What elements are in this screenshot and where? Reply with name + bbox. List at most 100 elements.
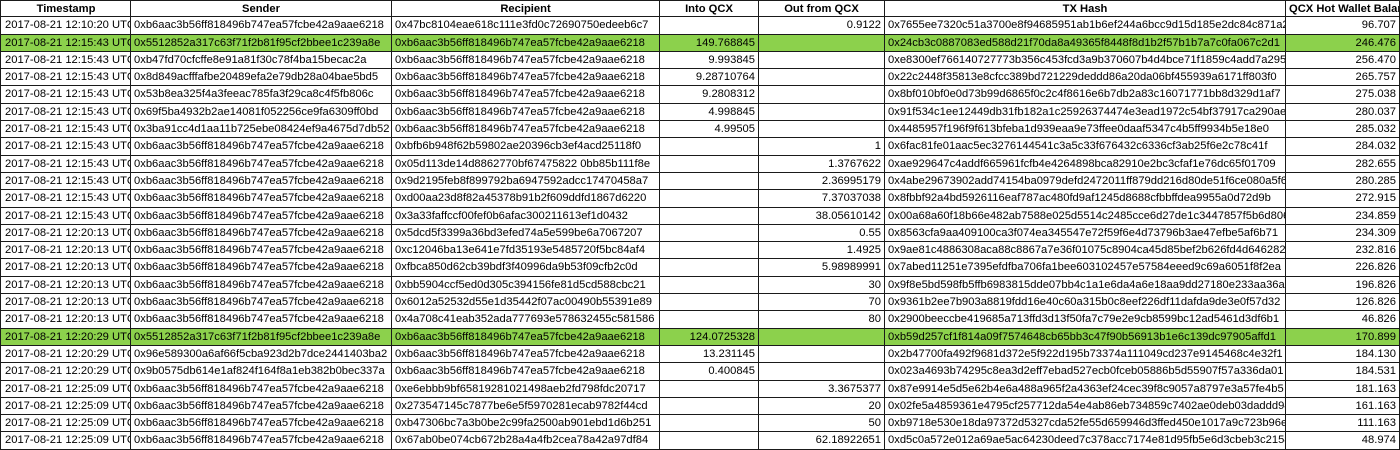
cell-sender[interactable]: 0xb6aac3b56ff818496b747ea57fcbe42a9aae62… xyxy=(131,155,392,173)
cell-timestamp[interactable]: 2017-08-21 12:20:13 UTC xyxy=(0,276,131,295)
cell-sender[interactable]: 0xb6aac3b56ff818496b747ea57fcbe42a9aae62… xyxy=(131,276,392,295)
cell-out-from-qcx[interactable]: 38.05610142 xyxy=(759,207,885,225)
cell-out-from-qcx[interactable]: 0.55 xyxy=(759,224,885,243)
cell-hot-wallet-balance[interactable]: 196.826 xyxy=(1286,276,1400,295)
cell-timestamp[interactable]: 2017-08-21 12:20:29 UTC xyxy=(0,345,131,364)
cell-tx-hash[interactable]: 0x87e9914e5d5e62b4e6a488a965f2a4363ef24c… xyxy=(885,380,1286,398)
cell-hot-wallet-balance[interactable]: 234.309 xyxy=(1286,224,1400,243)
cell-hot-wallet-balance[interactable]: 48.974 xyxy=(1286,432,1400,450)
cell-sender[interactable]: 0xb6aac3b56ff818496b747ea57fcbe42a9aae62… xyxy=(131,380,392,398)
cell-timestamp[interactable]: 2017-08-21 12:10:20 UTC xyxy=(0,17,131,35)
cell-recipient[interactable]: 0xb6aac3b56ff818496b747ea57fcbe42a9aae62… xyxy=(392,345,660,364)
cell-sender[interactable]: 0xb6aac3b56ff818496b747ea57fcbe42a9aae62… xyxy=(131,207,392,225)
cell-into-qcx[interactable] xyxy=(660,207,759,225)
cell-recipient[interactable]: 0x67ab0be074cb672b28a4a4fb2cea78a42a97df… xyxy=(392,432,660,450)
cell-hot-wallet-balance[interactable]: 111.163 xyxy=(1286,415,1400,433)
cell-recipient[interactable]: 0x47bc8104eae618c111e3fd0c72690750edeeb6… xyxy=(392,17,660,35)
cell-into-qcx[interactable] xyxy=(660,432,759,450)
header-sender[interactable]: Sender xyxy=(131,0,392,18)
cell-sender[interactable]: 0xb6aac3b56ff818496b747ea57fcbe42a9aae62… xyxy=(131,397,392,416)
cell-sender[interactable]: 0xb6aac3b56ff818496b747ea57fcbe42a9aae62… xyxy=(131,190,392,208)
cell-recipient[interactable]: 0xfbca850d62cb39bdf3f40996da9b53f09cfb2c… xyxy=(392,259,660,277)
cell-tx-hash[interactable]: 0xb9718e530e18da97372d5327cda52fe55d6599… xyxy=(885,415,1286,433)
cell-timestamp[interactable]: 2017-08-21 12:25:09 UTC xyxy=(0,397,131,416)
cell-tx-hash[interactable]: 0x2900beeccbe419685a713ffd3d13f50fa7c79e… xyxy=(885,311,1286,329)
cell-sender[interactable]: 0xb6aac3b56ff818496b747ea57fcbe42a9aae62… xyxy=(131,224,392,243)
cell-sender[interactable]: 0xb6aac3b56ff818496b747ea57fcbe42a9aae62… xyxy=(131,242,392,260)
cell-into-qcx[interactable]: 0.400845 xyxy=(660,363,759,381)
cell-hot-wallet-balance[interactable]: 256.470 xyxy=(1286,51,1400,70)
cell-out-from-qcx[interactable]: 30 xyxy=(759,276,885,295)
cell-timestamp[interactable]: 2017-08-21 12:25:09 UTC xyxy=(0,415,131,433)
cell-out-from-qcx[interactable]: 0.9122 xyxy=(759,17,885,35)
cell-tx-hash[interactable]: 0x8563cfa9aa409100ca3f074ea345547e72f59f… xyxy=(885,224,1286,243)
cell-timestamp[interactable]: 2017-08-21 12:20:29 UTC xyxy=(0,328,131,346)
cell-timestamp[interactable]: 2017-08-21 12:25:09 UTC xyxy=(0,380,131,398)
cell-recipient[interactable]: 0xb47306bc7a3b0be2c99fa2500ab901ebd1d6b2… xyxy=(392,415,660,433)
cell-into-qcx[interactable] xyxy=(660,397,759,416)
cell-hot-wallet-balance[interactable]: 280.037 xyxy=(1286,103,1400,122)
cell-recipient[interactable]: 0x273547145c7877be6e5f5970281ecab9782f44… xyxy=(392,397,660,416)
cell-tx-hash[interactable]: 0x7655ee7320c51a3700e8f94685951ab1b6ef24… xyxy=(885,17,1286,35)
cell-into-qcx[interactable] xyxy=(660,294,759,312)
cell-out-from-qcx[interactable] xyxy=(759,69,885,87)
cell-into-qcx[interactable]: 4.998845 xyxy=(660,103,759,122)
cell-into-qcx[interactable] xyxy=(660,242,759,260)
cell-hot-wallet-balance[interactable]: 232.816 xyxy=(1286,242,1400,260)
cell-recipient[interactable]: 0xe6ebbb9bf65819281021498aeb2fd798fdc207… xyxy=(392,380,660,398)
cell-out-from-qcx[interactable] xyxy=(759,121,885,139)
cell-timestamp[interactable]: 2017-08-21 12:20:13 UTC xyxy=(0,311,131,329)
cell-out-from-qcx[interactable]: 1.4925 xyxy=(759,242,885,260)
cell-out-from-qcx[interactable] xyxy=(759,86,885,104)
cell-tx-hash[interactable]: 0x4485957f196f9f613bfeba1d939eaa9e73ffee… xyxy=(885,121,1286,139)
cell-out-from-qcx[interactable] xyxy=(759,34,885,52)
cell-recipient[interactable]: 0x5dcd5f3399a36bd3efed74a5e599be6a706720… xyxy=(392,224,660,243)
cell-hot-wallet-balance[interactable]: 272.915 xyxy=(1286,190,1400,208)
cell-out-from-qcx[interactable]: 5.98989991 xyxy=(759,259,885,277)
cell-tx-hash[interactable]: 0x023a4693b74295c8ea3d2eff7ebad527ecb0fc… xyxy=(885,363,1286,381)
cell-sender[interactable]: 0xb6aac3b56ff818496b747ea57fcbe42a9aae62… xyxy=(131,17,392,35)
cell-tx-hash[interactable]: 0x22c2448f35813e8cfcc389bd721229deddd86a… xyxy=(885,69,1286,87)
cell-sender[interactable]: 0x53b8ea325f4a3feeac785fa3f29ca8c4f5fb80… xyxy=(131,86,392,104)
cell-out-from-qcx[interactable] xyxy=(759,103,885,122)
cell-out-from-qcx[interactable]: 3.3675377 xyxy=(759,380,885,398)
cell-tx-hash[interactable]: 0x8fbbf92a4bd5926116eaf787ac480fd9af1245… xyxy=(885,190,1286,208)
cell-into-qcx[interactable] xyxy=(660,311,759,329)
cell-sender[interactable]: 0x3ba91cc4d1aa11b725ebe08424ef9a4675d7db… xyxy=(131,121,392,139)
cell-out-from-qcx[interactable]: 20 xyxy=(759,397,885,416)
cell-tx-hash[interactable]: 0xb59d257cf1f814a09f7574648cb65bb3c47f90… xyxy=(885,328,1286,346)
cell-sender[interactable]: 0xb6aac3b56ff818496b747ea57fcbe42a9aae62… xyxy=(131,294,392,312)
cell-into-qcx[interactable]: 149.768845 xyxy=(660,34,759,52)
cell-into-qcx[interactable] xyxy=(660,415,759,433)
cell-sender[interactable]: 0xb6aac3b56ff818496b747ea57fcbe42a9aae62… xyxy=(131,415,392,433)
cell-recipient[interactable]: 0x6012a52532d55e1d35442f07ac00490b55391e… xyxy=(392,294,660,312)
cell-out-from-qcx[interactable]: 80 xyxy=(759,311,885,329)
cell-recipient[interactable]: 0xb6aac3b56ff818496b747ea57fcbe42a9aae62… xyxy=(392,121,660,139)
cell-into-qcx[interactable]: 9.28710764 xyxy=(660,69,759,87)
cell-into-qcx[interactable] xyxy=(660,259,759,277)
cell-recipient[interactable]: 0xc12046ba13e641e7fd35193e5485720f5bc84a… xyxy=(392,242,660,260)
cell-tx-hash[interactable]: 0xe8300ef766140727773b356c453fcd3a9b3706… xyxy=(885,51,1286,70)
cell-tx-hash[interactable]: 0x6fac81fe01aac5ec3276144541c3a5c33f6764… xyxy=(885,138,1286,156)
cell-into-qcx[interactable]: 13.231145 xyxy=(660,345,759,364)
cell-hot-wallet-balance[interactable]: 226.826 xyxy=(1286,259,1400,277)
cell-timestamp[interactable]: 2017-08-21 12:15:43 UTC xyxy=(0,138,131,156)
header-into-qcx[interactable]: Into QCX xyxy=(660,0,759,18)
cell-hot-wallet-balance[interactable]: 126.826 xyxy=(1286,294,1400,312)
cell-timestamp[interactable]: 2017-08-21 12:15:43 UTC xyxy=(0,207,131,225)
cell-into-qcx[interactable] xyxy=(660,224,759,243)
cell-out-from-qcx[interactable] xyxy=(759,363,885,381)
cell-timestamp[interactable]: 2017-08-21 12:15:43 UTC xyxy=(0,155,131,173)
cell-out-from-qcx[interactable] xyxy=(759,328,885,346)
cell-recipient[interactable]: 0xbfb6b948f62b59802ae20396cb3ef4acd25118… xyxy=(392,138,660,156)
cell-sender[interactable]: 0xb6aac3b56ff818496b747ea57fcbe42a9aae62… xyxy=(131,138,392,156)
header-timestamp[interactable]: Timestamp xyxy=(0,0,131,18)
cell-into-qcx[interactable]: 124.0725328 xyxy=(660,328,759,346)
cell-hot-wallet-balance[interactable]: 246.476 xyxy=(1286,34,1400,52)
header-hot-wallet-balance[interactable]: QCX Hot Wallet Balance xyxy=(1286,0,1400,18)
cell-tx-hash[interactable]: 0x2b47700fa492f9681d372e5f922d195b73374a… xyxy=(885,345,1286,364)
cell-tx-hash[interactable]: 0x8bf010bf0e0d73b99d6865f0c2c4f8616e6b7d… xyxy=(885,86,1286,104)
cell-timestamp[interactable]: 2017-08-21 12:15:43 UTC xyxy=(0,34,131,52)
cell-hot-wallet-balance[interactable]: 184.531 xyxy=(1286,363,1400,381)
cell-timestamp[interactable]: 2017-08-21 12:25:09 UTC xyxy=(0,432,131,450)
